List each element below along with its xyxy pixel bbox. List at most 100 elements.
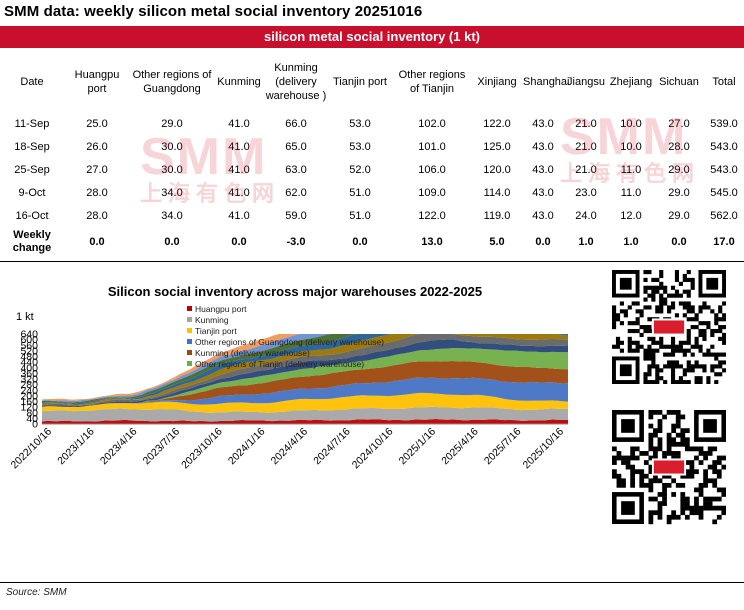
qr-module [714, 356, 719, 361]
qr-module [662, 501, 667, 506]
series-area-other [42, 334, 568, 405]
value-cell: 53.0 [349, 140, 371, 153]
qr-module [666, 519, 672, 525]
value-cell: 66.0 [285, 117, 307, 130]
qr-module [682, 301, 687, 306]
qr-module [670, 293, 676, 298]
value-cell: 21.0 [575, 117, 597, 130]
qr-module [616, 473, 622, 479]
qr-module [663, 380, 668, 384]
qr-module [707, 501, 713, 506]
qr-module [662, 492, 667, 497]
x-tick-label: 2023/1/16 [55, 426, 97, 468]
qr-module [689, 464, 695, 470]
qr-module [630, 482, 635, 488]
qr-module [667, 360, 672, 365]
qr-module [647, 372, 652, 377]
qr-module [690, 285, 695, 290]
qr-module [682, 340, 687, 345]
qr-module [643, 289, 648, 294]
qr-module [666, 441, 672, 447]
qr-module [694, 344, 699, 349]
qr-module [615, 340, 621, 345]
qr-module [648, 482, 654, 488]
qr-module [671, 451, 677, 456]
qr-module [659, 301, 664, 306]
qr-module [703, 469, 708, 475]
qr-module [718, 336, 723, 341]
qr-module [707, 505, 713, 511]
qr-module [698, 348, 703, 353]
qr-module [684, 496, 690, 502]
qr-module [648, 423, 654, 429]
qr-module [612, 321, 617, 326]
qr-module [698, 305, 703, 310]
qr-module [635, 328, 640, 334]
qr-module [686, 336, 691, 341]
table-caption: silicon metal social inventory (1 kt) [0, 26, 744, 48]
qr-module [675, 441, 681, 447]
qr-module [690, 364, 695, 369]
qr-module [680, 492, 686, 497]
qr-module [710, 368, 715, 373]
qr-module [670, 376, 676, 381]
qr-module [718, 325, 723, 330]
qr-module [716, 487, 722, 493]
qr-module [635, 344, 640, 349]
qr-module [666, 482, 672, 488]
qr-module [667, 344, 672, 349]
qr-module [663, 289, 668, 294]
qr-module [662, 455, 667, 461]
qr-module [657, 410, 663, 415]
qr-module [703, 455, 708, 461]
qr-module [651, 352, 656, 357]
value-cell: 29.0 [161, 117, 183, 130]
qr-module [680, 482, 686, 488]
qr-module [631, 321, 636, 326]
qr-module [625, 464, 631, 470]
qr-module [714, 321, 719, 326]
qr-module [690, 344, 695, 349]
qr-module [659, 273, 664, 279]
qr-module [612, 313, 617, 318]
qr-module [612, 305, 617, 310]
qr-module [647, 285, 652, 290]
qr-module [721, 455, 726, 461]
qr-module [657, 510, 663, 516]
qr-module [674, 270, 680, 275]
qr-module [667, 305, 672, 310]
column-header: Shanghai [523, 76, 570, 88]
qr-module [674, 348, 680, 353]
qr-module [710, 364, 715, 369]
qr-module [686, 293, 691, 298]
qr-module [716, 496, 722, 502]
value-cell: 28.0 [86, 186, 108, 199]
y-tick-label: 160 [20, 396, 38, 408]
qr-module [662, 482, 667, 488]
qr-module [621, 478, 626, 484]
y-tick-label: 40 [26, 413, 38, 425]
legend-label: Kunming (delivery warehouse) [195, 348, 310, 358]
qr-module [639, 344, 644, 349]
qr-module [666, 514, 672, 520]
qr-module [675, 514, 681, 520]
qr-module [684, 437, 690, 443]
weekly-change-row: Weekly change 0.0 0.0 0.0 -3.0 0.0 13.0 5.0 0.0 1… [0, 227, 744, 257]
qr-module [657, 501, 663, 506]
qr-module [714, 352, 719, 357]
qr-module [657, 514, 663, 520]
qr-module [615, 313, 621, 318]
qr-module [659, 297, 664, 302]
qr-module [612, 455, 617, 461]
qr-module [651, 380, 656, 384]
qr-module [684, 446, 690, 452]
qr-module [698, 482, 704, 488]
qr-module [706, 348, 711, 353]
qr-module [667, 352, 672, 357]
series-area-main [42, 361, 568, 407]
legend-label: Huangpu port [195, 304, 247, 314]
qr-code-bottom [612, 410, 726, 538]
series-area-main [42, 406, 568, 422]
qr-module [651, 360, 656, 365]
qr-module [653, 473, 658, 479]
